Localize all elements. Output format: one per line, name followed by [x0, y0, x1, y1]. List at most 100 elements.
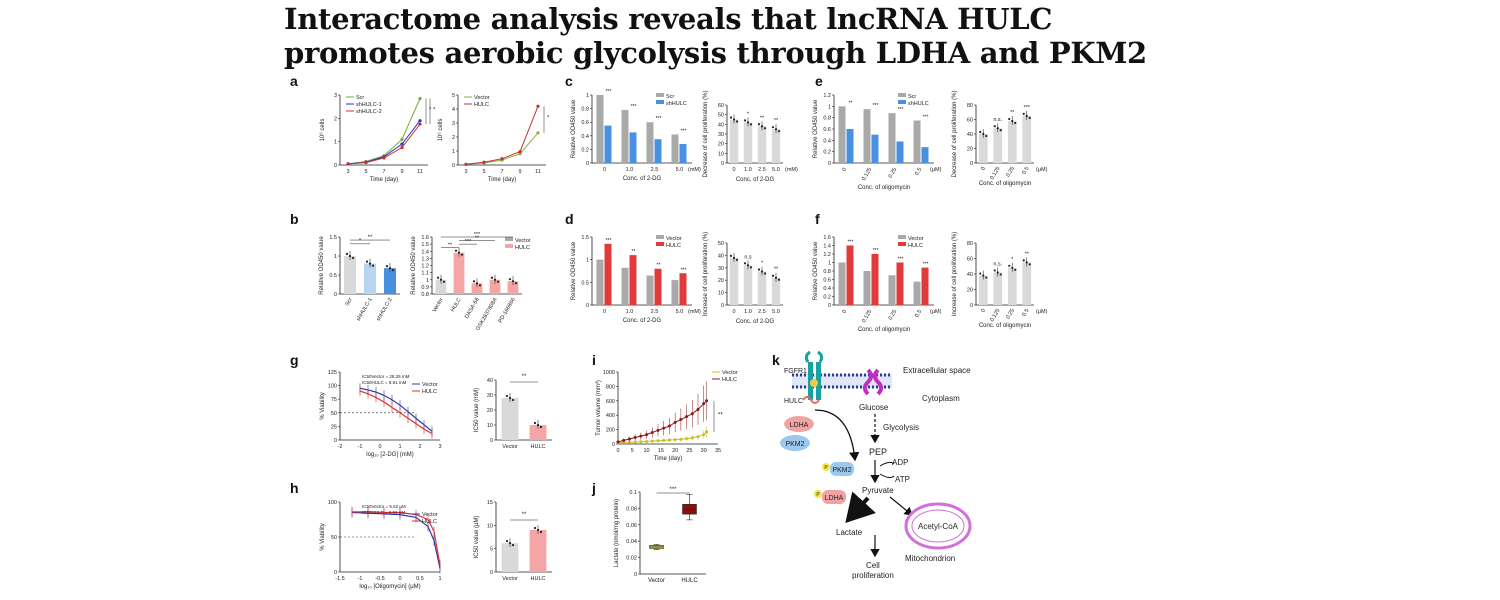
i-point	[690, 436, 694, 440]
g2-ytick-label: 30	[487, 393, 493, 399]
d2-bar	[729, 257, 739, 305]
d2-dot	[763, 272, 767, 275]
b2-ytick-label: 1	[426, 278, 429, 284]
c2-xtick-label: 1.0	[744, 167, 752, 173]
g2-xtick-label: HULC	[531, 444, 546, 450]
h1-ytick-label: 50	[331, 535, 337, 541]
i-point	[667, 424, 671, 428]
b2-bar	[507, 281, 519, 294]
panel-label-b: b	[290, 211, 299, 227]
f1-legend-swatch	[898, 235, 906, 239]
lactate-label: Lactate	[836, 528, 863, 537]
b2-ytick-label: 1.5	[421, 242, 429, 248]
c2-bar	[757, 126, 767, 163]
e2-dot	[982, 132, 985, 136]
f2-ytick-label: 40	[967, 272, 973, 278]
c2-dot	[771, 126, 775, 129]
h1-annotation: IC50Vector = 5.52 μM	[362, 504, 406, 509]
b2-ytick-label: 1.6	[421, 235, 429, 241]
d1-legend-label: HULC	[666, 243, 681, 249]
b2-legend-swatch	[505, 237, 513, 241]
i-point	[679, 418, 683, 422]
f2-dot	[982, 274, 985, 277]
e2-ytick-label: 60	[967, 118, 973, 124]
a2-xtick-label: 9	[518, 169, 521, 175]
f1-xtick-label: 0	[842, 309, 849, 315]
f2-unit-label: (μM)	[1036, 309, 1048, 315]
d1-xtick-label: 1.0	[626, 309, 634, 315]
a2-ytick-label: 1	[452, 149, 455, 155]
h1-ylabel: % Viability	[320, 523, 326, 551]
g2-bar	[501, 398, 519, 440]
b2-legend-swatch	[505, 244, 513, 248]
a1-point	[418, 96, 422, 101]
e2-ytick-label: 0	[970, 161, 973, 167]
c1-ytick-label: 1	[586, 93, 589, 99]
i-point	[702, 433, 706, 437]
a1-point	[400, 137, 404, 141]
g1-ytick-label: 75	[331, 397, 337, 403]
b2-dot	[454, 249, 458, 252]
c2-dot	[729, 116, 733, 119]
c1-ytick-label: 0.6	[581, 120, 589, 126]
d1-ylabel: Relative OD450 value	[571, 241, 577, 300]
a2-point	[536, 131, 540, 135]
g1-xlabel: log₁₀ [2-DG] (mM)	[366, 452, 414, 458]
a1-xlabel: Time (day)	[370, 177, 398, 183]
e1-bar	[863, 109, 871, 163]
d2-dot	[735, 258, 739, 261]
i-xtick-label: 0	[616, 448, 619, 454]
b2-bar	[471, 283, 483, 294]
e1-bar	[913, 120, 921, 163]
pkm2-protein: PKM2	[780, 435, 810, 451]
extracellular-label: Extracellular space	[903, 366, 971, 375]
c1-bar	[646, 122, 654, 163]
a1-ytick-label: 1	[334, 140, 337, 146]
i-point	[627, 440, 631, 444]
e1-ytick-label: 0.6	[823, 127, 831, 133]
f1-ytick-label: 1.4	[823, 244, 831, 250]
d1-bar	[646, 275, 654, 305]
h2-dot	[505, 539, 509, 543]
f2-dot	[979, 272, 982, 275]
f2-dot	[1022, 259, 1025, 262]
h1-series-line	[352, 511, 441, 566]
g1-annotation: IC50HULC = 8.91 mM	[362, 380, 407, 385]
g2-dot	[508, 396, 512, 400]
e1-ytick-label: 0.8	[823, 116, 831, 122]
g1-ylabel: % Viability	[320, 392, 326, 420]
i-point	[690, 412, 694, 416]
a1-ylabel: 10⁶ cells	[319, 119, 326, 142]
c2-ytick-label: 30	[718, 132, 724, 138]
e1-unit-label: (μM)	[930, 167, 942, 173]
e1-bar	[838, 106, 846, 163]
a2-sig-label: *	[547, 116, 550, 122]
b2-dot	[496, 280, 500, 283]
d2-ytick-label: 10	[718, 291, 724, 297]
d2-ytick-label: 30	[718, 266, 724, 272]
b1-dot	[348, 254, 352, 258]
panel-label-h: h	[290, 480, 299, 496]
f2-sig-label: **	[1025, 251, 1030, 257]
h2-ytick-label: 5	[490, 547, 493, 553]
g1-ytick-label: 50	[331, 411, 337, 417]
f2-ytick-label: 60	[967, 257, 973, 263]
f2-bar	[978, 275, 988, 305]
e2-dot	[1008, 117, 1011, 121]
i-ytick-label: 200	[606, 428, 615, 434]
e2-dot	[985, 134, 988, 138]
c2-dot	[732, 118, 736, 121]
d2-dot	[774, 276, 778, 279]
a1-sig-label: *	[433, 107, 436, 113]
figure-title: Interactome analysis reveals that lncRNA…	[284, 2, 1147, 70]
h1-xtick-label: 1	[438, 576, 441, 582]
h2-xtick-label: Vector	[502, 576, 518, 582]
d2-bar	[743, 265, 753, 305]
c2-dot	[763, 127, 767, 130]
mitochondrion-label: Mitochondrion	[905, 554, 955, 563]
c2-bar	[771, 129, 781, 163]
b1-bar	[344, 256, 356, 294]
j-ytick-label: 0.04	[626, 539, 637, 545]
a2-point	[464, 162, 468, 166]
